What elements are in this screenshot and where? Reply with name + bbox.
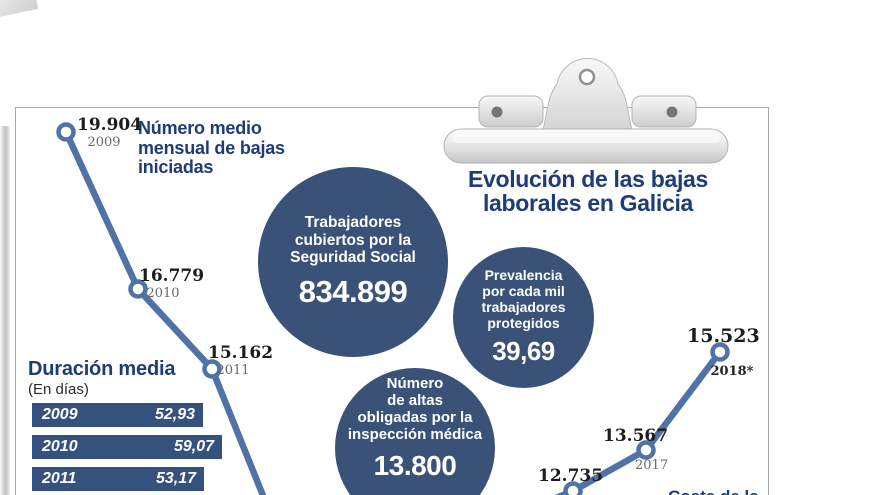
marker-2011 — [202, 359, 222, 379]
point-year: 2018* — [710, 364, 754, 379]
clip-rivet-right — [666, 106, 678, 118]
kpi-circle-altas-inspeccion: Número de altas obligadas por la inspecc… — [335, 368, 495, 495]
kpi-value: 834.899 — [298, 273, 408, 309]
bar-value: 59,07 — [173, 438, 214, 455]
bar-2010: 2010 59,07 — [32, 435, 222, 459]
kpi-value: 39,69 — [492, 335, 555, 366]
bar-year: 2009 — [42, 406, 78, 423]
point-value: 13.567 — [603, 426, 669, 446]
marker-2018 — [710, 342, 730, 362]
line-series-left — [63, 130, 267, 495]
marker-2009 — [56, 122, 76, 142]
point-label-right-1: 12.735 — [538, 466, 604, 486]
left-series-label-line2: mensual de bajas — [138, 137, 285, 158]
bar-year: 2011 — [42, 470, 77, 487]
bar-value: 52,93 — [154, 406, 195, 423]
point-value: 15.523 — [687, 325, 760, 347]
kpi-label-line: protegidos — [487, 314, 560, 331]
kpi-label-line: Trabajadores — [304, 214, 402, 232]
left-series-label-line1: Número medio — [138, 118, 262, 138]
point-year: 2010 — [146, 285, 180, 301]
kpi-label-line: cubiertos por la — [294, 231, 412, 249]
kpi-label-line: por cada mil — [482, 283, 565, 300]
point-label-2011: 15.162 2011 — [208, 343, 274, 378]
kpi-circle-seguridad-social: Trabajadores cubiertos por la Seguridad … — [258, 167, 448, 357]
duration-bars: 2009 52,93 2010 59,07 2011 53,17 — [32, 403, 222, 495]
kpi-label-line: trabajadores — [481, 299, 566, 315]
kpi-circle-prevalencia: Prevalencia por cada mil trabajadores pr… — [453, 247, 594, 388]
bar-2011: 2011 53,17 — [32, 467, 204, 491]
point-value: 16.779 — [139, 266, 205, 286]
clipboard-clip-icon — [443, 58, 729, 164]
kpi-label-line: inspección médica — [347, 425, 483, 443]
point-label-2010: 16.779 2010 — [139, 266, 205, 301]
bar-year: 2010 — [42, 438, 78, 455]
point-value: 15.162 — [208, 343, 274, 363]
duration-chart-subtitle: (En días) — [28, 381, 89, 398]
page-title: Evolución de las bajas laborales en Gali… — [455, 167, 721, 215]
point-value: 12.735 — [538, 466, 604, 486]
kpi-label-line: obligadas por la — [357, 409, 473, 426]
point-label-2009: 19.904 2009 — [77, 115, 143, 150]
left-series-label-line3: iniciadas — [138, 157, 214, 178]
marker-2010 — [128, 279, 148, 299]
page-title-line2: laborales en Galicia — [482, 190, 694, 217]
bar-2009: 2009 52,93 — [32, 403, 203, 427]
bottom-clipped-label: Coste de la — [668, 487, 759, 495]
line-series-right — [554, 350, 723, 495]
point-year: 2009 — [87, 134, 121, 150]
point-label-2017-value: 13.567 — [603, 426, 669, 446]
kpi-label-line: Prevalencia — [484, 267, 563, 284]
kpi-label-line: Seguridad Social — [290, 249, 416, 267]
data-point-markers — [56, 122, 730, 495]
point-label-2018-year: 2018* — [708, 364, 756, 380]
clip-tab — [539, 58, 636, 146]
clip-hole — [578, 68, 596, 86]
kpi-label-line: de altas — [387, 392, 443, 410]
kpi-value: 13.800 — [373, 449, 457, 481]
clip-rivet-left — [491, 106, 503, 118]
page-title-line1: Evolución de las bajas — [467, 166, 709, 192]
point-year: 2011 — [216, 362, 250, 378]
marker-right-1 — [563, 481, 583, 495]
point-value: 19.904 — [77, 115, 143, 135]
kpi-label-line: Número — [386, 375, 444, 393]
point-year: 2017 — [635, 458, 669, 473]
point-label-2017-year: 2017 — [635, 458, 669, 474]
paper-stack-edge — [0, 126, 10, 495]
duration-chart-title: Duración media — [28, 358, 176, 380]
marker-2017 — [636, 440, 656, 460]
left-series-label: Número medio mensual de bajas iniciadas — [138, 118, 285, 178]
bar-value: 53,17 — [155, 470, 196, 487]
point-label-2018-value: 15.523 — [687, 325, 760, 347]
